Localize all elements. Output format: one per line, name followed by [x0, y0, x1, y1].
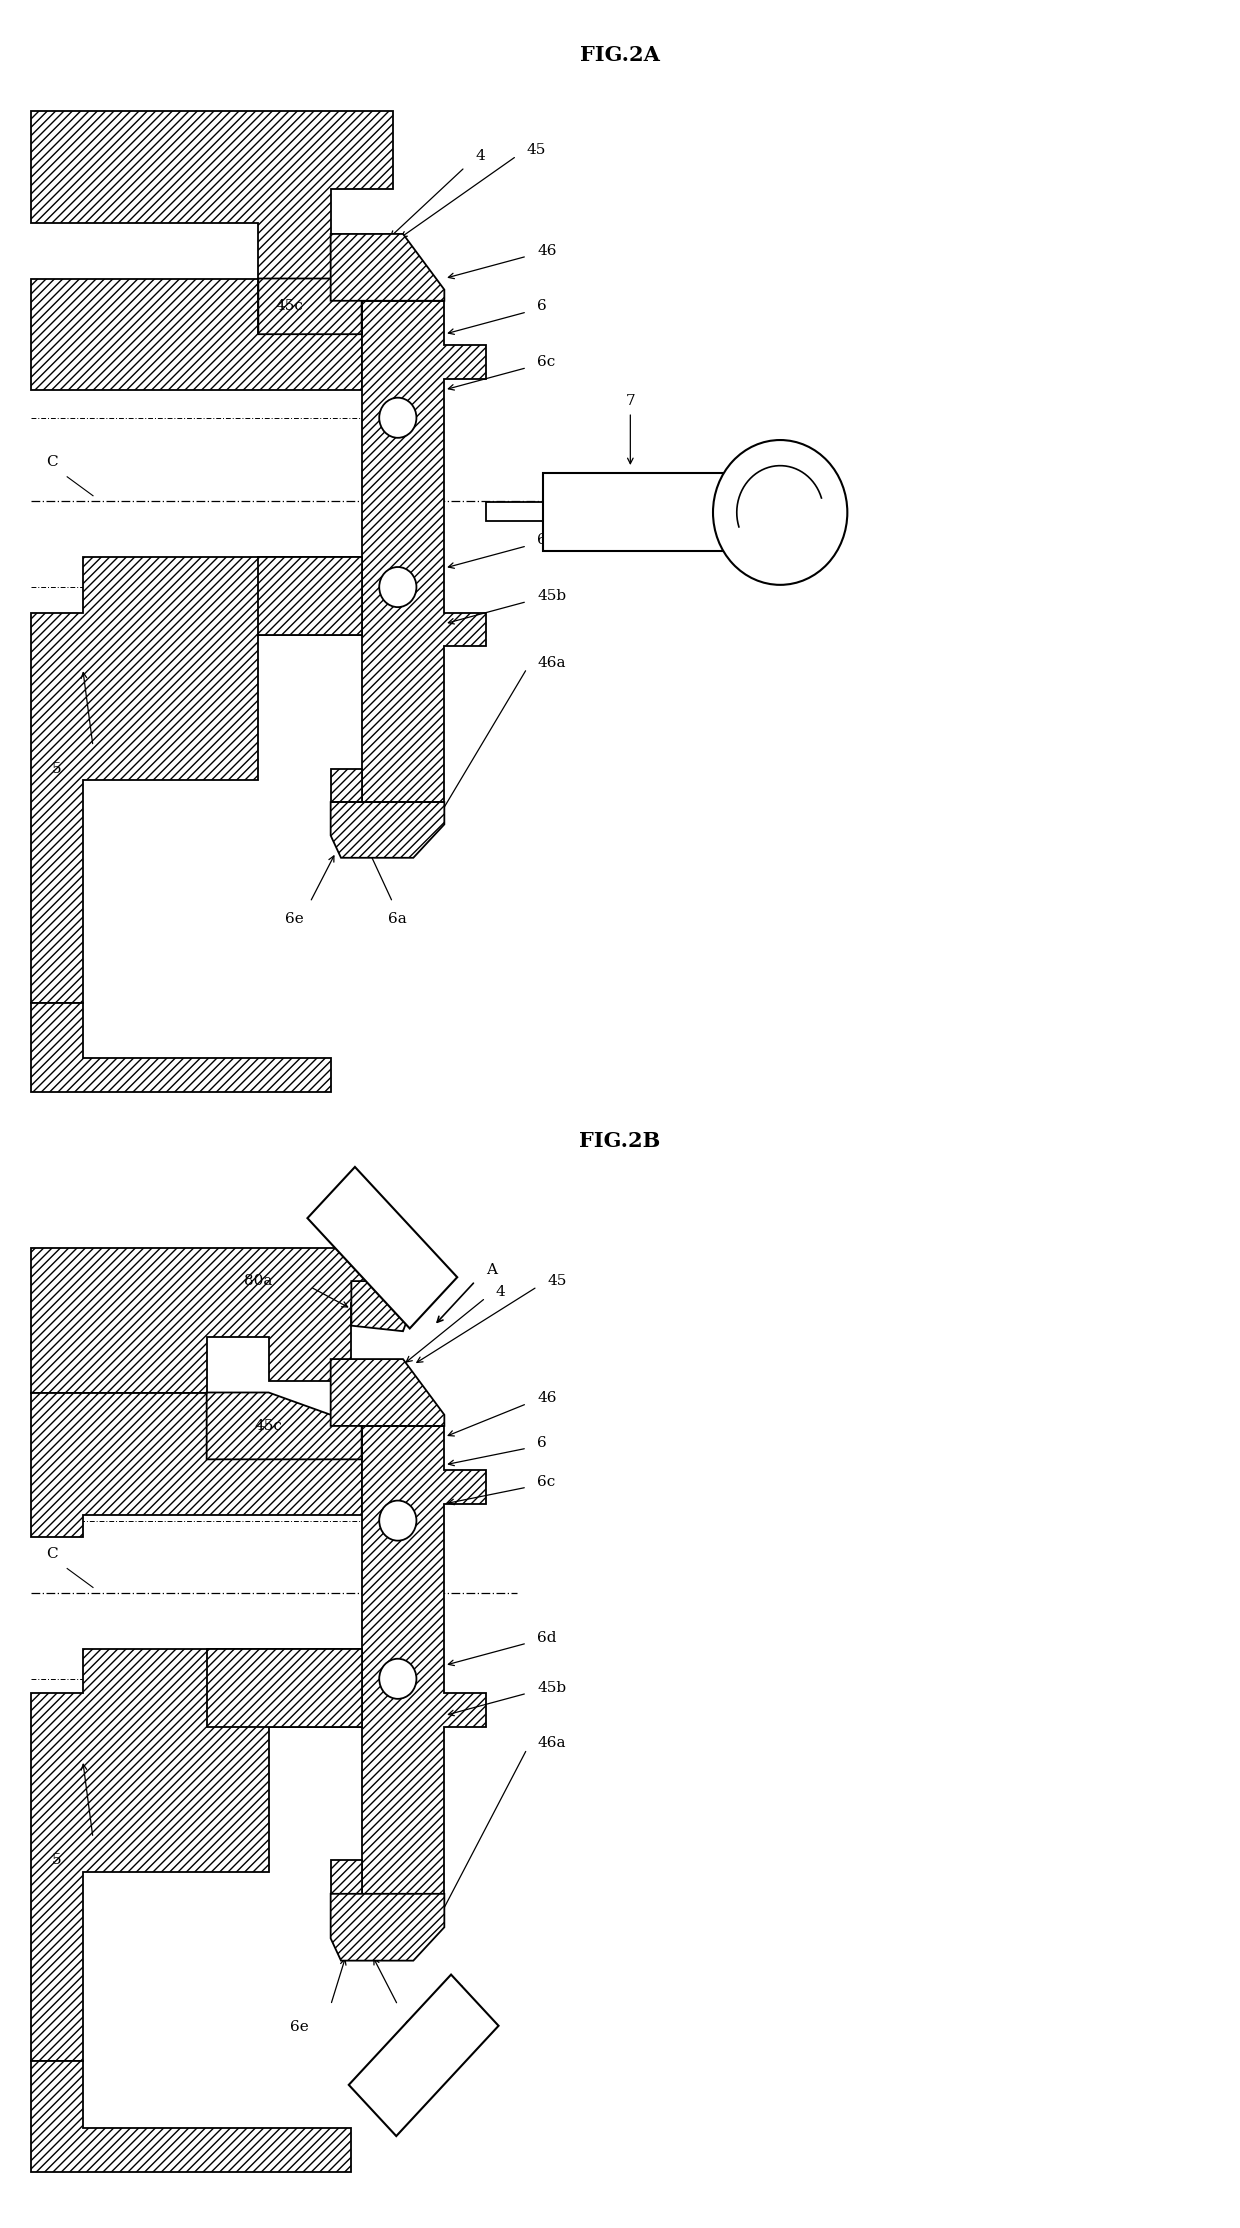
Text: 6c: 6c	[537, 354, 556, 370]
Text: 6e: 6e	[285, 911, 304, 927]
Circle shape	[379, 1658, 417, 1698]
Text: 5: 5	[52, 762, 62, 775]
Text: 45b: 45b	[537, 588, 567, 604]
Polygon shape	[331, 802, 444, 858]
Text: A: A	[486, 1263, 497, 1277]
Text: 6c: 6c	[537, 1475, 556, 1488]
Polygon shape	[207, 1649, 362, 1727]
Text: 45: 45	[527, 143, 547, 158]
Text: 80: 80	[398, 1245, 418, 1261]
Text: C: C	[46, 1546, 57, 1562]
Polygon shape	[258, 557, 362, 635]
Polygon shape	[351, 1281, 413, 1330]
Text: FIG.2A: FIG.2A	[580, 45, 660, 65]
Polygon shape	[348, 1974, 498, 2137]
Text: 80a: 80a	[244, 1274, 273, 1288]
Text: 45: 45	[548, 1274, 567, 1288]
Polygon shape	[207, 1392, 362, 1459]
Polygon shape	[31, 1392, 362, 1537]
Polygon shape	[331, 769, 362, 802]
Polygon shape	[258, 278, 362, 334]
Text: 6: 6	[537, 299, 547, 314]
Polygon shape	[31, 2061, 351, 2172]
Text: 8: 8	[341, 1208, 351, 1221]
Text: 6d: 6d	[537, 1631, 557, 1644]
Polygon shape	[31, 1248, 413, 1392]
Text: 46a: 46a	[537, 655, 565, 671]
Text: 6a: 6a	[404, 2021, 423, 2034]
Text: 4: 4	[496, 1286, 506, 1299]
Text: A: A	[434, 2036, 445, 2052]
Polygon shape	[331, 1359, 444, 1426]
Polygon shape	[31, 278, 362, 390]
Text: 46: 46	[537, 243, 557, 258]
Polygon shape	[362, 1426, 486, 1894]
Polygon shape	[31, 111, 393, 278]
Polygon shape	[331, 301, 362, 334]
Text: 46a: 46a	[537, 1736, 565, 1751]
Polygon shape	[31, 1649, 362, 2061]
Text: 6a: 6a	[388, 911, 407, 927]
Polygon shape	[308, 1167, 458, 1328]
Text: 6: 6	[537, 1435, 547, 1450]
Text: 45b: 45b	[537, 1680, 567, 1696]
Text: 5: 5	[52, 1854, 62, 1867]
Circle shape	[379, 1502, 417, 1542]
Text: FIG.2B: FIG.2B	[579, 1132, 661, 1150]
Text: 6d: 6d	[537, 532, 557, 548]
Polygon shape	[31, 1003, 331, 1092]
Text: 45c: 45c	[275, 299, 304, 314]
Circle shape	[379, 397, 417, 437]
Polygon shape	[331, 1894, 444, 1961]
Polygon shape	[31, 557, 362, 1003]
Text: 45c: 45c	[254, 1419, 283, 1433]
Polygon shape	[331, 1860, 362, 1894]
Polygon shape	[331, 1426, 362, 1459]
Text: 4: 4	[475, 149, 485, 163]
Text: 6e: 6e	[290, 2021, 309, 2034]
Polygon shape	[362, 301, 486, 802]
Polygon shape	[331, 234, 444, 301]
Circle shape	[713, 441, 847, 586]
Circle shape	[379, 566, 417, 608]
Bar	[543, 472, 749, 550]
Bar	[486, 501, 543, 521]
Text: C: C	[46, 455, 57, 470]
Text: 46: 46	[537, 1390, 557, 1406]
Text: 7: 7	[625, 394, 635, 408]
